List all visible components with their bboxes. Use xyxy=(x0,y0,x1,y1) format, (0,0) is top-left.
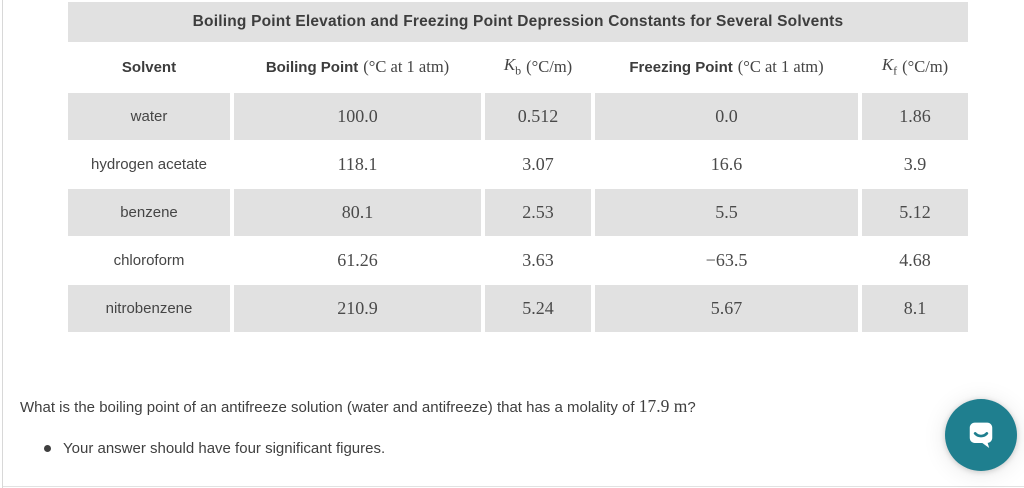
cell-solvent: hydrogen acetate xyxy=(91,156,207,173)
cell-kf: 3.9 xyxy=(903,154,927,174)
cell-kf: 5.12 xyxy=(862,189,968,236)
cell-freezing-point: 16.6 xyxy=(710,154,743,174)
cell-kb: 3.63 xyxy=(522,250,554,270)
boiling-point-label: Boiling Point xyxy=(265,58,359,76)
column-header-boiling-point: Boiling Point (°C at 1 atm) xyxy=(234,42,481,92)
chat-bubble-icon xyxy=(963,417,999,453)
cell-boiling-point: 61.26 xyxy=(337,250,378,270)
hint-text: Your answer should have four significant… xyxy=(63,440,386,457)
cell-kf: 8.1 xyxy=(862,285,968,332)
question-text: What is the boiling point of an antifree… xyxy=(20,396,940,418)
question-molality-value: 17.9 m xyxy=(638,396,688,416)
table-title: Boiling Point Elevation and Freezing Poi… xyxy=(68,2,968,42)
freezing-point-unit: (°C at 1 atm) xyxy=(737,57,824,76)
cell-kb: 2.53 xyxy=(485,189,591,236)
cell-boiling-point: 210.9 xyxy=(234,285,481,332)
cell-solvent: chloroform xyxy=(113,252,185,269)
column-header-freezing-point: Freezing Point (°C at 1 atm) xyxy=(595,42,858,92)
cell-kf: 4.68 xyxy=(899,250,931,270)
kb-unit: (°C/m) xyxy=(526,57,573,76)
freezing-point-label: Freezing Point xyxy=(629,58,733,76)
cell-kb: 0.512 xyxy=(485,93,591,140)
table-grid: Solvent Boiling Point (°C at 1 atm) Kb (… xyxy=(68,42,968,332)
hint-item: Your answer should have four significant… xyxy=(44,440,385,457)
chat-launcher-button[interactable] xyxy=(945,399,1017,471)
panel-left-border xyxy=(2,0,3,488)
cell-kb: 5.24 xyxy=(485,285,591,332)
cell-solvent: water xyxy=(68,93,230,140)
bullet-icon xyxy=(44,445,51,452)
cell-boiling-point: 118.1 xyxy=(337,154,378,174)
solvent-constants-table: Boiling Point Elevation and Freezing Poi… xyxy=(68,2,968,332)
cell-freezing-point: −63.5 xyxy=(705,250,748,270)
boiling-point-unit: (°C at 1 atm) xyxy=(363,57,450,76)
column-header-solvent: Solvent xyxy=(68,42,230,92)
cell-kf: 1.86 xyxy=(862,93,968,140)
cell-boiling-point: 100.0 xyxy=(234,93,481,140)
column-header-kb: Kb (°C/m) xyxy=(485,42,591,92)
cell-freezing-point: 0.0 xyxy=(595,93,858,140)
cell-boiling-point: 80.1 xyxy=(234,189,481,236)
panel-bottom-border xyxy=(3,486,1024,487)
kf-symbol: Kf xyxy=(881,55,898,78)
cell-solvent: benzene xyxy=(68,189,230,236)
kb-symbol: Kb xyxy=(503,55,522,78)
column-header-kf: Kf (°C/m) xyxy=(862,42,968,92)
column-header-solvent-label: Solvent xyxy=(121,58,177,76)
cell-solvent: nitrobenzene xyxy=(68,285,230,332)
kf-unit: (°C/m) xyxy=(902,57,949,76)
question-text-after: ? xyxy=(687,399,696,416)
cell-kb: 3.07 xyxy=(522,154,554,174)
cell-freezing-point: 5.67 xyxy=(595,285,858,332)
question-text-before: What is the boiling point of an antifree… xyxy=(20,399,639,416)
cell-freezing-point: 5.5 xyxy=(595,189,858,236)
